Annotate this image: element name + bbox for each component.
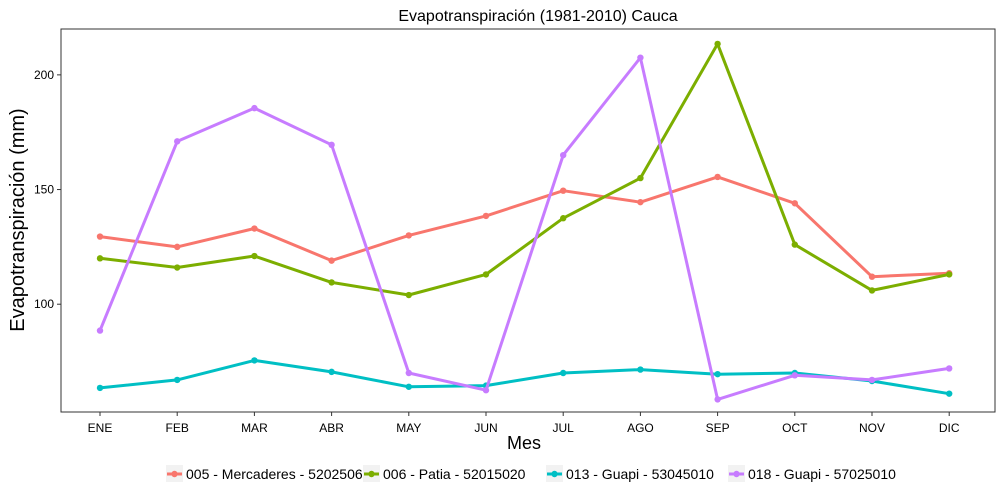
legend-key-point-3 [551, 470, 558, 478]
series-group [96, 40, 953, 403]
x-tick-label-oct: OCT [782, 421, 808, 435]
series-2-point-dic [946, 271, 953, 278]
x-tick-label-may: MAY [396, 421, 421, 435]
series-2-point-ago [637, 174, 644, 182]
legend-key-point-2 [368, 470, 375, 478]
series-1-point-mar [251, 225, 258, 232]
series-3-point-mar [251, 357, 258, 364]
x-tick-label-nov: NOV [859, 421, 885, 435]
series-1-point-oct [791, 200, 798, 207]
series-4-point-feb [174, 138, 181, 145]
series-1-point-sep [714, 173, 721, 181]
series-1-point-feb [174, 243, 181, 251]
x-tick-label-ene: ENE [88, 421, 113, 435]
series-4-point-sep [714, 396, 721, 403]
x-tick-label-abr: ABR [319, 421, 344, 435]
series-2-point-sep [714, 40, 721, 48]
series-4-point-ene [96, 327, 104, 334]
series-4-point-jul [560, 151, 567, 159]
series-3-point-dic [946, 390, 953, 397]
series-4-point-jun [482, 387, 490, 394]
x-tick-label-sep: SEP [706, 421, 730, 435]
x-tick-label-jul: JUL [553, 421, 575, 435]
series-2-point-ene [96, 255, 104, 262]
series-2-point-feb [174, 264, 181, 271]
series-4-point-nov [868, 376, 876, 384]
y-axis-title: Evapotranspiración (mm) [7, 108, 29, 331]
series-line-2 [98, 42, 951, 297]
x-tick-label-dic: DIC [939, 421, 960, 435]
chart-title: Evapotranspiración (1981-2010) Cauca [398, 8, 677, 25]
series-3-point-ago [637, 366, 644, 373]
series-4-point-mar [251, 104, 258, 112]
series-4-point-ago [637, 54, 644, 61]
series-1-point-ago [637, 198, 644, 206]
series-2-point-jul [560, 215, 567, 222]
legend-key-point-1 [171, 470, 178, 478]
legend-label-3: 013 - Guapi - 53045010 [566, 466, 714, 482]
series-2-point-may [405, 291, 412, 299]
series-3-point-sep [714, 370, 721, 378]
x-tick-label-ago: AGO [627, 421, 654, 435]
series-1-point-may [405, 232, 412, 239]
plot-panel-border [60, 28, 996, 413]
series-2-point-nov [868, 287, 876, 294]
series-3-point-feb [174, 376, 181, 384]
series-4-point-oct [791, 372, 798, 379]
series-3-point-ene [96, 384, 104, 392]
series-1-point-jul [560, 187, 567, 194]
series-2-point-abr [328, 279, 335, 286]
series-1-point-abr [328, 257, 335, 264]
legend-label-1: 005 - Mercaderes - 52025060 [186, 466, 371, 482]
y-tick-label-100: 100 [34, 297, 54, 311]
series-2-point-mar [251, 252, 258, 260]
series-3-point-may [405, 383, 412, 390]
y-tick-label-150: 150 [34, 183, 54, 197]
series-2-point-jun [482, 271, 490, 278]
series-line-4 [98, 56, 951, 401]
legend-label-4: 018 - Guapi - 57025010 [748, 466, 896, 482]
series-3-point-abr [328, 368, 335, 376]
series-1-point-nov [868, 273, 876, 280]
series-3-point-jul [560, 369, 567, 377]
x-tick-label-feb: FEB [166, 421, 189, 435]
series-4-point-abr [328, 141, 335, 149]
y-axis: 100 150 200 [34, 68, 61, 311]
series-1-point-jun [482, 212, 490, 220]
series-line-3 [98, 358, 951, 396]
series-line-1 [98, 175, 951, 279]
series-4-point-may [405, 369, 412, 377]
y-tick-label-200: 200 [34, 68, 54, 82]
x-axis-title: Mes [507, 433, 541, 453]
x-axis: ENE FEB MAR ABR MAY JUN JUL AGO SEP OCT NOV DIC [88, 412, 960, 435]
series-4-point-dic [946, 365, 953, 372]
series-1-point-ene [96, 233, 104, 240]
legend-key-point-4 [733, 470, 740, 478]
legend: 005 - Mercaderes - 52025060 006 - Patia -… [166, 465, 896, 482]
series-2-point-oct [791, 241, 798, 248]
legend-label-2: 006 - Patia - 52015020 [383, 466, 526, 482]
x-tick-label-mar: MAR [241, 421, 268, 435]
x-tick-label-jun: JUN [474, 421, 497, 435]
